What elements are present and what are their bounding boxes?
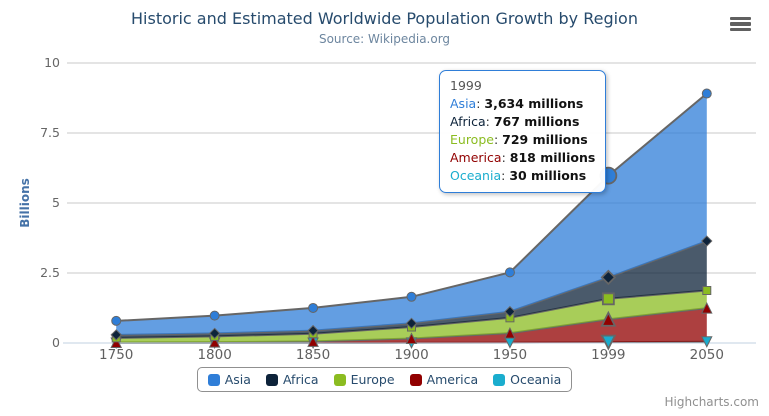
tooltip-value: 767 millions (493, 114, 580, 129)
x-axis-label: 1850 (295, 347, 331, 363)
point-america-1800[interactable] (208, 335, 221, 348)
y-axis-label: 10 (44, 55, 60, 70)
tooltip-series-name: America (450, 150, 502, 165)
tooltip-separator: : (501, 150, 510, 165)
x-axis-label: 1750 (99, 347, 134, 363)
chart-subtitle: Source: Wikipedia.org (318, 32, 451, 46)
credits-link[interactable]: Highcharts.com (664, 395, 759, 409)
y-axis-label: 2.5 (40, 265, 60, 280)
point-america-1900[interactable] (405, 332, 418, 344)
x-axis-label: 2050 (689, 347, 724, 363)
tooltip-row: Europe: 729 millions (450, 131, 595, 149)
legend-swatch-icon (493, 373, 506, 386)
tooltip-header: 1999 (450, 78, 482, 93)
point-asia-2050[interactable] (701, 88, 712, 99)
legend-item-label: Oceania (510, 372, 562, 387)
point-africa-1900[interactable] (405, 317, 418, 330)
tooltip-value: 818 millions (509, 150, 596, 165)
point-africa-1999[interactable] (600, 269, 617, 286)
tooltip-separator: : (493, 132, 503, 147)
tooltip-series-name: Africa (450, 114, 486, 129)
tooltip-value: 30 millions (509, 168, 587, 183)
tooltip-series-name: Oceania (450, 168, 502, 183)
series-area-africa[interactable] (116, 241, 707, 338)
point-asia-1850[interactable] (308, 302, 319, 313)
legend-swatch-icon (409, 373, 422, 386)
point-asia-1900[interactable] (406, 291, 417, 302)
tooltip: 1999 Asia: 3,634 millions Africa: 767 mil… (439, 70, 607, 193)
point-oceania-2050[interactable] (700, 336, 713, 348)
legend-item-label: Europe (350, 372, 395, 387)
point-america-1950[interactable] (504, 327, 516, 339)
tooltip-series-name: Europe (450, 132, 494, 147)
tooltip-row: Asia: 3,634 millions (450, 95, 595, 113)
chart-title: Historic and Estimated Worldwide Populat… (131, 9, 638, 28)
x-axis-label: 1900 (394, 347, 429, 363)
legend-swatch-icon (207, 373, 220, 386)
tooltip-row: America: 818 millions (450, 149, 595, 167)
point-africa-1950[interactable] (504, 305, 516, 318)
y-axis-label: 0 (52, 335, 60, 350)
y-axis-label: 7.5 (40, 125, 60, 140)
point-asia-1750[interactable] (111, 315, 122, 326)
x-axis-label: 1999 (591, 347, 626, 363)
legend-item-america[interactable]: America (409, 372, 479, 387)
tooltip-separator: : (476, 96, 485, 111)
legend-item-label: Africa (282, 372, 319, 387)
point-africa-1750[interactable] (110, 329, 122, 341)
point-asia-1800[interactable] (209, 310, 220, 321)
legend-swatch-icon (333, 373, 346, 386)
legend-item-asia[interactable]: Asia (207, 372, 251, 387)
legend-item-oceania[interactable]: Oceania (493, 372, 561, 387)
tooltip-separator: : (485, 114, 494, 129)
legend-item-label: Asia (224, 372, 251, 387)
point-america-2050[interactable] (700, 301, 713, 314)
legend-item-europe[interactable]: Europe (333, 372, 395, 387)
point-africa-1850[interactable] (307, 324, 319, 337)
point-asia-1950[interactable] (504, 267, 515, 278)
series-area-asia[interactable] (116, 93, 707, 335)
tooltip-row: Oceania: 30 millions (450, 167, 595, 185)
point-europe-1999[interactable] (601, 292, 615, 306)
tooltip-value: 729 millions (502, 132, 588, 147)
point-america-1999[interactable] (600, 310, 617, 327)
legend-swatch-icon (265, 373, 278, 386)
series-area-america[interactable] (116, 308, 707, 343)
y-axis-label: 5 (52, 195, 60, 210)
legend-item-africa[interactable]: Africa (265, 372, 319, 387)
tooltip-value: 3,634 millions (484, 96, 584, 111)
point-oceania-1999[interactable] (600, 334, 617, 351)
point-america-1850[interactable] (307, 335, 319, 347)
legend-item-label: America (426, 372, 479, 387)
hamburger-icon (730, 22, 751, 26)
point-europe-2050[interactable] (702, 286, 712, 295)
x-axis-label: 1950 (492, 347, 528, 363)
export-menu-button[interactable] (730, 17, 751, 31)
x-axis-label: 1800 (197, 347, 232, 363)
tooltip-rows: Asia: 3,634 millions Africa: 767 millions… (450, 95, 595, 185)
legend-wrap: Asia Africa Europe America Oceania (0, 367, 769, 392)
tooltip-separator: : (501, 168, 510, 183)
point-america-1750[interactable] (110, 336, 123, 348)
hamburger-icon (730, 27, 751, 31)
tooltip-series-name: Asia (450, 96, 477, 111)
point-africa-2050[interactable] (701, 235, 713, 247)
point-africa-1800[interactable] (208, 327, 221, 340)
tooltip-row: Africa: 767 millions (450, 113, 595, 131)
legend: Asia Africa Europe America Oceania (196, 367, 573, 392)
hamburger-icon (730, 17, 751, 21)
